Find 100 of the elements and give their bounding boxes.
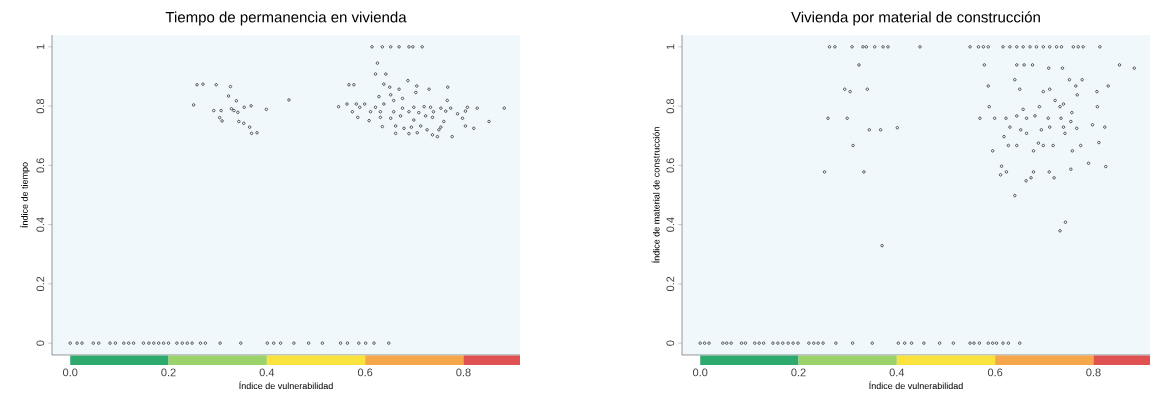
- point: [880, 244, 884, 248]
- point: [938, 341, 942, 345]
- point: [218, 341, 222, 345]
- point: [881, 45, 885, 49]
- point: [236, 110, 240, 114]
- point: [896, 341, 900, 345]
- point: [865, 87, 869, 91]
- point: [1070, 149, 1074, 153]
- point: [373, 72, 378, 76]
- point: [796, 341, 800, 345]
- point: [460, 116, 465, 120]
- point: [1067, 78, 1071, 82]
- point: [402, 126, 406, 130]
- point: [157, 341, 161, 345]
- point: [1041, 89, 1045, 94]
- point: [1030, 63, 1035, 67]
- point: [1001, 341, 1005, 345]
- point: [1095, 105, 1099, 109]
- point: [870, 341, 874, 345]
- point: [843, 87, 847, 91]
- y-tick-label: 0.4: [36, 217, 45, 232]
- point: [1058, 105, 1062, 109]
- point: [372, 341, 376, 345]
- point: [465, 105, 469, 109]
- point: [415, 84, 419, 88]
- point: [1059, 116, 1063, 120]
- point: [918, 45, 922, 49]
- point: [463, 109, 468, 113]
- point: [873, 45, 877, 49]
- point: [191, 103, 196, 107]
- point: [1079, 143, 1083, 148]
- point: [307, 341, 311, 345]
- point: [373, 105, 378, 109]
- point: [1033, 114, 1037, 118]
- point: [1036, 141, 1040, 145]
- chart-title: Tiempo de permanencia en vivienda: [165, 11, 407, 26]
- point: [420, 45, 424, 49]
- point: [249, 104, 253, 108]
- y-tick-label: 1: [36, 44, 45, 50]
- point: [1047, 170, 1051, 174]
- point: [108, 341, 112, 345]
- x-tick-label: 0.6: [987, 368, 1003, 377]
- point: [753, 341, 757, 345]
- point: [141, 341, 146, 345]
- point: [968, 341, 972, 345]
- point: [239, 341, 243, 345]
- point: [337, 105, 341, 109]
- point: [1019, 128, 1023, 132]
- point: [1047, 66, 1051, 70]
- point: [786, 341, 790, 345]
- point: [255, 131, 259, 135]
- point: [1006, 341, 1011, 345]
- point: [1052, 176, 1056, 180]
- point: [864, 45, 868, 49]
- point: [392, 110, 396, 114]
- point: [1061, 102, 1066, 106]
- point: [378, 115, 382, 119]
- point: [398, 114, 403, 118]
- point: [1046, 116, 1050, 120]
- point: [350, 110, 354, 114]
- point: [991, 341, 995, 345]
- x-tick-label: 0.0: [62, 368, 78, 377]
- point: [1076, 45, 1080, 49]
- y-tick-label: 0.2: [666, 276, 675, 292]
- point: [986, 84, 990, 88]
- point: [352, 83, 356, 87]
- point: [397, 45, 401, 49]
- point: [807, 341, 811, 345]
- point: [1063, 220, 1068, 224]
- point: [411, 45, 415, 49]
- point: [1097, 140, 1101, 145]
- point: [427, 87, 431, 91]
- point: [75, 341, 79, 345]
- point: [445, 98, 449, 103]
- point: [703, 341, 707, 345]
- point: [1103, 125, 1107, 129]
- chart-title: Vivienda por material de construcción: [791, 11, 1040, 26]
- point: [412, 105, 416, 109]
- point: [218, 116, 222, 120]
- point: [1106, 84, 1110, 88]
- point: [347, 83, 351, 87]
- point: [1015, 45, 1019, 49]
- point: [378, 110, 382, 114]
- point: [909, 341, 914, 345]
- point: [1080, 78, 1084, 82]
- point: [201, 82, 205, 86]
- point: [1031, 149, 1036, 153]
- point: [791, 341, 795, 345]
- point: [449, 106, 453, 110]
- point: [986, 341, 990, 345]
- point: [993, 116, 997, 120]
- point: [166, 341, 171, 345]
- point: [827, 45, 832, 49]
- point: [364, 341, 368, 345]
- point: [1051, 143, 1055, 148]
- point: [424, 114, 428, 118]
- point: [370, 45, 374, 49]
- point: [68, 341, 72, 345]
- point: [762, 341, 766, 345]
- point: [812, 341, 816, 345]
